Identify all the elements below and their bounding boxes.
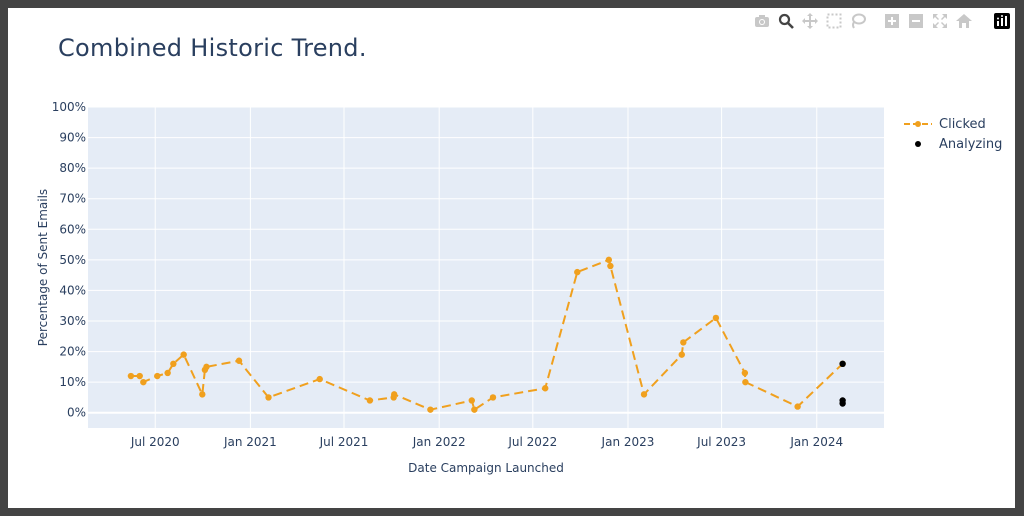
autoscale-icon[interactable] bbox=[931, 12, 949, 30]
legend: Clicked Analyzing bbox=[903, 114, 1002, 154]
x-tick-label: Jan 2024 bbox=[789, 435, 843, 449]
data-point-clicked[interactable] bbox=[741, 369, 749, 377]
data-point-clicked[interactable] bbox=[742, 378, 749, 386]
data-point-clicked[interactable] bbox=[680, 339, 687, 346]
x-tick-label: Jul 2023 bbox=[696, 435, 746, 449]
x-tick-label: Jan 2021 bbox=[223, 435, 277, 449]
y-tick-label: 70% bbox=[59, 192, 86, 206]
x-tick-label: Jul 2022 bbox=[507, 435, 557, 449]
zoom-icon[interactable] bbox=[777, 12, 795, 30]
data-point-clicked[interactable] bbox=[794, 403, 801, 410]
data-point-clicked[interactable] bbox=[607, 262, 614, 270]
data-point-clicked[interactable] bbox=[199, 391, 206, 398]
zoom-out-icon[interactable] bbox=[907, 12, 925, 30]
legend-label-analyzing: Analyzing bbox=[939, 136, 1003, 152]
x-tick-labels: Jul 2020 Jan 2021 Jul 2021 Jan 2022 Jul 2022… bbox=[130, 435, 843, 449]
pan-icon[interactable] bbox=[801, 12, 819, 30]
legend-swatch-clicked bbox=[904, 121, 932, 127]
y-axis-title: Percentage of Sent Emails bbox=[36, 189, 50, 346]
data-point-clicked[interactable] bbox=[489, 394, 497, 401]
y-tick-label: 60% bbox=[59, 222, 86, 236]
data-point-analyzing[interactable] bbox=[839, 360, 846, 367]
chart-frame: Combined Historic Trend. Jul 2020 Jan 202… bbox=[8, 8, 1015, 508]
legend-label-clicked: Clicked bbox=[939, 116, 986, 132]
data-point-clicked[interactable] bbox=[203, 363, 210, 371]
chart-svg: Jul 2020 Jan 2021 Jul 2021 Jan 2022 Jul 2022… bbox=[36, 100, 884, 475]
chart-title: Combined Historic Trend. bbox=[58, 34, 367, 62]
x-gridlines bbox=[154, 107, 818, 428]
reset-axes-icon[interactable] bbox=[955, 12, 973, 30]
data-point-clicked[interactable] bbox=[164, 369, 171, 377]
legend-item-clicked[interactable]: Clicked bbox=[903, 114, 1002, 134]
data-point-clicked[interactable] bbox=[170, 360, 177, 367]
y-tick-label: 20% bbox=[59, 345, 86, 359]
data-point-clicked[interactable] bbox=[574, 268, 581, 276]
camera-icon[interactable] bbox=[753, 12, 771, 30]
x-tick-label: Jul 2021 bbox=[319, 435, 369, 449]
data-point-clicked[interactable] bbox=[542, 385, 549, 392]
data-point-clicked[interactable] bbox=[180, 351, 187, 358]
data-point-clicked[interactable] bbox=[136, 372, 143, 380]
y-tick-labels: 0% 10% 20% 30% 40% 50% 60% 70% 80% 90% 100% bbox=[52, 100, 86, 420]
box-select-icon[interactable] bbox=[825, 12, 843, 30]
y-gridlines bbox=[88, 106, 884, 414]
data-point-analyzing[interactable] bbox=[839, 400, 846, 407]
legend-item-analyzing[interactable]: Analyzing bbox=[903, 134, 1002, 154]
plotly-logo-icon[interactable] bbox=[993, 12, 1011, 30]
data-point-clicked[interactable] bbox=[427, 406, 434, 413]
data-point-clicked[interactable] bbox=[390, 391, 398, 398]
data-point-clicked[interactable] bbox=[712, 314, 720, 322]
x-tick-label: Jul 2020 bbox=[130, 435, 180, 449]
data-point-clicked[interactable] bbox=[127, 372, 135, 380]
modebar bbox=[753, 11, 1015, 31]
y-tick-label: 90% bbox=[59, 131, 86, 145]
x-tick-label: Jan 2023 bbox=[601, 435, 655, 449]
y-tick-label: 40% bbox=[59, 283, 86, 297]
y-tick-label: 80% bbox=[59, 161, 86, 175]
y-tick-label: 100% bbox=[52, 100, 86, 114]
x-tick-label: Jan 2022 bbox=[412, 435, 466, 449]
data-point-clicked[interactable] bbox=[316, 375, 323, 383]
y-tick-label: 0% bbox=[67, 406, 86, 420]
data-point-clicked[interactable] bbox=[678, 351, 685, 358]
plot-area bbox=[88, 107, 884, 428]
y-tick-label: 30% bbox=[59, 314, 86, 328]
data-point-clicked[interactable] bbox=[640, 391, 648, 398]
data-point-clicked[interactable] bbox=[468, 397, 475, 404]
lasso-icon[interactable] bbox=[849, 12, 867, 30]
data-point-clicked[interactable] bbox=[140, 378, 147, 386]
zoom-in-icon[interactable] bbox=[883, 12, 901, 30]
x-axis-title: Date Campaign Launched bbox=[408, 461, 564, 475]
data-point-clicked[interactable] bbox=[265, 394, 272, 401]
legend-swatch-analyzing bbox=[915, 141, 921, 147]
data-point-clicked[interactable] bbox=[366, 397, 374, 404]
data-point-clicked[interactable] bbox=[605, 256, 613, 264]
y-tick-label: 50% bbox=[59, 253, 86, 267]
y-tick-label: 10% bbox=[59, 375, 86, 389]
series-points[interactable] bbox=[127, 256, 846, 413]
data-point-clicked[interactable] bbox=[471, 406, 478, 413]
data-point-clicked[interactable] bbox=[154, 372, 161, 380]
data-point-clicked[interactable] bbox=[235, 357, 243, 364]
